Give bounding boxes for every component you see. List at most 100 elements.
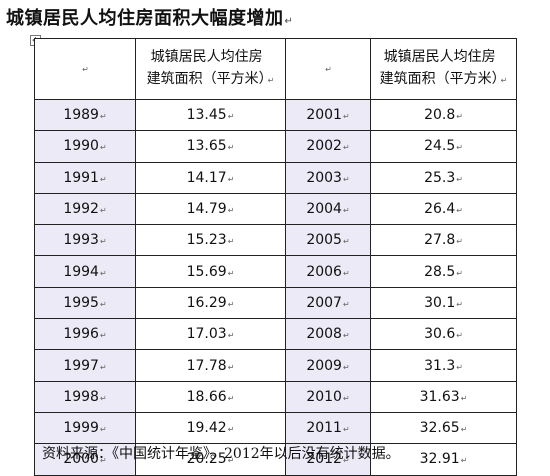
year-cell: 1989↵ — [34, 98, 136, 132]
year-cell: 2006↵ — [285, 255, 371, 288]
paragraph-mark-icon: ↵ — [342, 237, 350, 247]
area-value-cell-text: 30.6 — [424, 326, 456, 343]
area-value-cell: 30.6↵ — [370, 318, 517, 351]
paragraph-mark-icon: ↵ — [456, 268, 463, 278]
area-value-cell-text: 25.3 — [424, 169, 456, 186]
paragraph-mark-icon: ↵ — [342, 362, 350, 372]
paragraph-mark-icon: ↵ — [99, 143, 107, 153]
paragraph-mark-icon: ↵ — [456, 362, 463, 372]
header-right-area: 城镇居民人均住房建筑面积（平方米）↵ — [370, 38, 517, 100]
year-cell-text: 1992 — [63, 201, 99, 218]
area-value-cell: 13.45↵ — [135, 98, 286, 132]
area-value-cell-text: 31.63 — [419, 388, 460, 405]
paragraph-mark-icon: ↵ — [460, 393, 468, 403]
year-cell-text: 2009 — [306, 357, 342, 374]
paragraph-mark-icon: ↵ — [460, 425, 468, 435]
year-cell-text: 1993 — [63, 232, 99, 249]
area-value-cell-text: 26.4 — [424, 201, 456, 218]
year-cell: 2003↵ — [285, 161, 371, 194]
table-row: 1991↵ 14.17↵ 2003↵ 25.3↵ — [34, 161, 517, 194]
year-cell: 1994↵ — [34, 255, 136, 288]
area-value-cell-text: 17.03 — [186, 326, 227, 343]
area-value-cell: 13.65↵ — [135, 130, 286, 163]
header-left-area: 城镇居民人均住房建筑面积（平方米）↵ — [135, 38, 286, 100]
paragraph-mark-icon: ↵ — [99, 299, 107, 309]
year-cell: 1995↵ — [34, 286, 136, 320]
area-value-cell: 27.8↵ — [370, 224, 517, 257]
paragraph-mark-icon: ↵ — [227, 299, 235, 309]
paragraph-mark-icon: ↵ — [227, 143, 235, 153]
area-value-cell-text: 16.29 — [186, 294, 227, 311]
area-value-cell: 24.5↵ — [370, 130, 517, 163]
table-row: 1996↵ 17.03↵ 2008↵ 30.6↵ — [34, 318, 517, 351]
paragraph-mark-icon: ↵ — [456, 143, 463, 153]
area-value-cell-text: 28.5 — [424, 263, 456, 280]
table-row: 1998↵ 18.66↵ 2010↵ 31.63↵ — [34, 380, 517, 413]
year-cell-text: 2008 — [306, 326, 342, 343]
area-value-cell-text: 13.65 — [186, 138, 227, 155]
paragraph-mark-icon: ↵ — [99, 331, 107, 341]
paragraph-mark-icon: ↵ — [342, 143, 350, 153]
paragraph-mark-icon: ↵ — [227, 425, 235, 435]
area-value-cell-text: 30.1 — [424, 294, 456, 311]
paragraph-mark-icon: ↵ — [456, 174, 463, 184]
area-value-cell-text: 14.79 — [186, 201, 227, 218]
area-value-cell: 17.03↵ — [135, 318, 286, 351]
area-value-cell: 14.17↵ — [135, 161, 286, 194]
year-cell-text: 1989 — [63, 107, 99, 124]
year-cell: 1999↵ — [34, 411, 136, 445]
year-cell: 1996↵ — [34, 318, 136, 351]
table-row: 1997↵ 17.78↵ 2009↵ 31.3↵ — [34, 349, 517, 382]
year-cell: 1991↵ — [34, 161, 136, 194]
table-row: 1995↵ 16.29↵ 2007↵ 30.1↵ — [34, 286, 517, 320]
paragraph-mark-icon: ↵ — [456, 299, 463, 309]
year-cell-text: 2002 — [306, 138, 342, 155]
area-value-cell-text: 17.78 — [186, 357, 227, 374]
area-value-cell-text: 32.65 — [419, 420, 460, 437]
paragraph-mark-icon: ↵ — [460, 456, 468, 466]
year-cell: 2005↵ — [285, 224, 371, 257]
area-value-cell-text: 15.69 — [186, 263, 227, 280]
year-cell-text: 1991 — [63, 169, 99, 186]
area-value-cell-text: 15.23 — [186, 232, 227, 249]
year-cell: 2008↵ — [285, 318, 371, 351]
paragraph-mark-icon: ↵ — [342, 425, 350, 435]
year-cell: 1998↵ — [34, 380, 136, 413]
year-cell: 1990↵ — [34, 130, 136, 163]
paragraph-mark-icon: ↵ — [227, 331, 235, 341]
year-cell-text: 2006 — [306, 263, 342, 280]
paragraph-mark-icon: ↵ — [99, 174, 107, 184]
area-value-cell-text: 20.25 — [186, 451, 227, 468]
area-value-cell: 28.5↵ — [370, 255, 517, 288]
year-cell: 2012↵ — [285, 443, 371, 476]
year-cell: 1992↵ — [34, 192, 136, 226]
area-value-cell-text: 13.45 — [186, 107, 227, 124]
area-value-cell: 31.63↵ — [370, 380, 517, 413]
area-value-cell: 30.1↵ — [370, 286, 517, 320]
paragraph-mark-icon: ↵ — [342, 112, 350, 122]
paragraph-mark-icon: ↵ — [456, 237, 463, 247]
area-value-cell-text: 20.8 — [424, 107, 456, 124]
paragraph-mark-icon: ↵ — [342, 393, 350, 403]
year-cell: 2002↵ — [285, 130, 371, 163]
area-value-cell-text: 24.5 — [424, 138, 456, 155]
area-value-cell: 15.69↵ — [135, 255, 286, 288]
year-cell-text: 1990 — [63, 138, 99, 155]
year-cell: 2001↵ — [285, 98, 371, 132]
area-value-cell: 31.3↵ — [370, 349, 517, 382]
year-cell: 2007↵ — [285, 286, 371, 320]
area-value-cell-text: 18.66 — [186, 388, 227, 405]
paragraph-mark-icon: ↵ — [227, 362, 235, 372]
paragraph-mark-icon: ↵ — [227, 174, 235, 184]
area-value-cell: 25.3↵ — [370, 161, 517, 194]
year-cell-text: 2001 — [306, 107, 342, 124]
area-value-cell: 20.25↵ — [135, 443, 286, 476]
year-cell-text: 1995 — [63, 294, 99, 311]
year-cell-text: 1997 — [63, 357, 99, 374]
paragraph-mark-icon: ↵ — [227, 237, 235, 247]
table-row: 1990↵ 13.65↵ 2002↵ 24.5↵ — [34, 130, 517, 163]
year-cell-text: 2004 — [306, 201, 342, 218]
year-cell-text: 1994 — [63, 263, 99, 280]
area-value-cell: 20.8↵ — [370, 98, 517, 132]
table-row: 1993↵ 15.23↵ 2005↵ 27.8↵ — [34, 224, 517, 257]
